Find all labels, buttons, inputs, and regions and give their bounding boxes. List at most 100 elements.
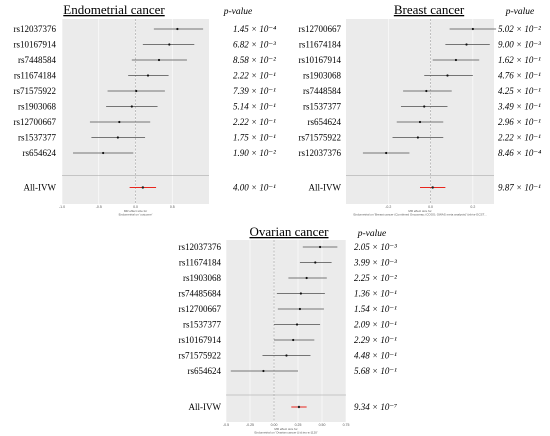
- ovarian-pvalue-header: p-value: [357, 229, 387, 239]
- endometrial-snp-label: rs7448584: [18, 55, 56, 65]
- ovarian-pvalue: 5.68 × 10⁻¹: [354, 366, 397, 376]
- endometrial-xlabel-detail: Endometrial on 'outcome': [119, 213, 153, 217]
- ovarian-pvalue: 2.25 × 10⁻²: [354, 273, 397, 283]
- endometrial-snp-label: rs654624: [23, 148, 57, 158]
- breast-snp-label: rs12700667: [299, 24, 342, 34]
- breast-summary-estimate: [431, 186, 434, 189]
- ovarian-point-estimate: [292, 338, 295, 342]
- ovarian-snp-label: rs12700667: [179, 304, 222, 314]
- breast-snp-label: rs71575922: [299, 133, 342, 143]
- endometrial-snp-label: rs12700667: [14, 117, 57, 127]
- endometrial-xlabel: MR effect size for: [124, 209, 147, 213]
- breast-snp-label: rs1537377: [303, 102, 341, 112]
- endometrial-pvalue: 7.39 × 10⁻¹: [233, 86, 276, 96]
- ovarian-snp-label: rs1537377: [183, 320, 221, 330]
- ovarian-summary-estimate: [297, 405, 301, 409]
- breast-panel: Breast cancer p-value rs12700667 5.02 × 10⁻…: [299, 2, 542, 217]
- ovarian-tick-label: 0.75: [343, 423, 350, 427]
- breast-snp-label: rs7448584: [303, 86, 341, 96]
- endometrial-pvalue: 1.75 × 10⁻¹: [233, 133, 276, 143]
- breast-snp-label: rs654624: [308, 117, 342, 127]
- breast-xlabel-detail: Endometrial on 'Breast cancer (Combined …: [353, 213, 486, 217]
- breast-tick-label: 0.0: [428, 205, 433, 209]
- endometrial-snp-label: rs1903068: [18, 102, 56, 112]
- breast-point-estimate: [425, 89, 428, 93]
- endometrial-pvalue: 5.14 × 10⁻¹: [233, 102, 276, 112]
- ovarian-point-estimate: [299, 292, 302, 295]
- breast-snp-label: rs10167914: [299, 55, 342, 65]
- ovarian-point-estimate: [318, 245, 322, 249]
- ovarian-pvalue: 1.54 × 10⁻¹: [354, 304, 397, 314]
- endometrial-snp-label: rs1537377: [18, 133, 56, 143]
- breast-pvalue: 4.76 × 10⁻¹: [498, 71, 541, 81]
- breast-summary-label: All-IVW: [309, 183, 342, 193]
- ovarian-panel: Ovarian cancer p-value rs12037376 2.05 × 10…: [179, 224, 398, 435]
- ovarian-snp-label: rs12037376: [179, 242, 222, 252]
- ovarian-point-estimate: [298, 307, 302, 311]
- endometrial-point-estimate: [146, 74, 150, 77]
- endometrial-pvalue-header: p-value: [223, 7, 253, 17]
- endometrial-title: Endometrial cancer: [63, 2, 165, 17]
- endometrial-point-estimate: [102, 151, 105, 155]
- ovarian-plot-area: [226, 240, 346, 422]
- endometrial-snp-label: rs11674184: [14, 71, 57, 81]
- endometrial-snp-label: rs71575922: [14, 86, 57, 96]
- breast-point-estimate: [418, 120, 422, 124]
- ovarian-pvalue: 4.48 × 10⁻¹: [354, 351, 397, 361]
- endometrial-point-estimate: [168, 43, 171, 46]
- endometrial-pvalue: 1.45 × 10⁻⁴: [233, 24, 276, 34]
- breast-snp-label: rs11674184: [299, 40, 342, 50]
- ovarian-snp-label: rs654624: [188, 366, 222, 376]
- endometrial-summary-estimate: [141, 186, 145, 189]
- endometrial-snp-label: rs10167914: [14, 40, 57, 50]
- ovarian-pvalue: 1.36 × 10⁻¹: [354, 289, 397, 299]
- ovarian-xlabel-detail: Endometrial on 'Ovarian cancer || id:ieu…: [254, 431, 317, 435]
- endometrial-point-estimate: [176, 27, 179, 31]
- endometrial-tick-label: 0.5: [170, 205, 175, 209]
- ovarian-tick-label: 0.00: [271, 423, 278, 427]
- ovarian-pvalue: 2.05 × 10⁻³: [354, 242, 397, 252]
- ovarian-snp-label: rs74485684: [179, 289, 222, 299]
- breast-point-estimate: [416, 136, 419, 139]
- breast-point-estimate: [454, 58, 458, 62]
- ovarian-tick-label: -0.25: [246, 423, 254, 427]
- breast-tick-label: -0.2: [385, 205, 391, 209]
- ovarian-xlabel: MR effect size for: [274, 427, 297, 431]
- endometrial-summary-pvalue: 4.00 × 10⁻¹: [233, 183, 276, 193]
- endometrial-snp-label: rs12037376: [14, 24, 57, 34]
- breast-point-estimate: [465, 43, 468, 46]
- breast-pvalue: 4.25 × 10⁻¹: [498, 86, 541, 96]
- endometrial-summary-label: All-IVW: [24, 183, 57, 193]
- breast-pvalue: 1.62 × 10⁻¹: [498, 55, 541, 65]
- ovarian-pvalue: 3.99 × 10⁻³: [353, 258, 397, 268]
- ovarian-tick-label: 0.50: [319, 423, 326, 427]
- ovarian-snp-label: rs71575922: [179, 351, 222, 361]
- ovarian-tick-label: -0.5: [223, 423, 229, 427]
- endometrial-point-estimate: [135, 89, 138, 93]
- ovarian-point-estimate: [295, 323, 299, 326]
- endometrial-pvalue: 2.22 × 10⁻¹: [233, 117, 276, 127]
- breast-summary-pvalue: 9.87 × 10⁻¹: [498, 183, 541, 193]
- endometrial-tick-label: 0.0: [133, 205, 138, 209]
- endometrial-point-estimate: [157, 58, 161, 62]
- breast-title: Breast cancer: [394, 2, 465, 17]
- breast-xlabel: MR effect size for: [408, 209, 431, 213]
- endometrial-point-estimate: [118, 120, 121, 124]
- ovarian-point-estimate: [305, 276, 308, 280]
- ovarian-title: Ovarian cancer: [249, 224, 329, 239]
- breast-snp-label: rs1903068: [303, 71, 341, 81]
- breast-point-estimate: [423, 105, 426, 108]
- breast-tick-label: 0.2: [470, 205, 475, 209]
- ovarian-point-estimate: [262, 369, 265, 373]
- ovarian-snp-label: rs11674184: [179, 258, 222, 268]
- ovarian-tick-label: 0.25: [295, 423, 302, 427]
- breast-pvalue: 8.46 × 10⁻⁴: [498, 148, 541, 158]
- breast-pvalue: 3.49 × 10⁻¹: [497, 102, 541, 112]
- ovarian-point-estimate: [314, 261, 317, 264]
- breast-plot-area: [346, 19, 494, 204]
- endometrial-point-estimate: [116, 136, 119, 139]
- endometrial-panel: Endometrial cancer p-value rs12037376 1.45 …: [14, 2, 277, 217]
- breast-pvalue: 2.96 × 10⁻¹: [498, 117, 541, 127]
- ovarian-summary-pvalue: 9.34 × 10⁻⁷: [354, 402, 397, 412]
